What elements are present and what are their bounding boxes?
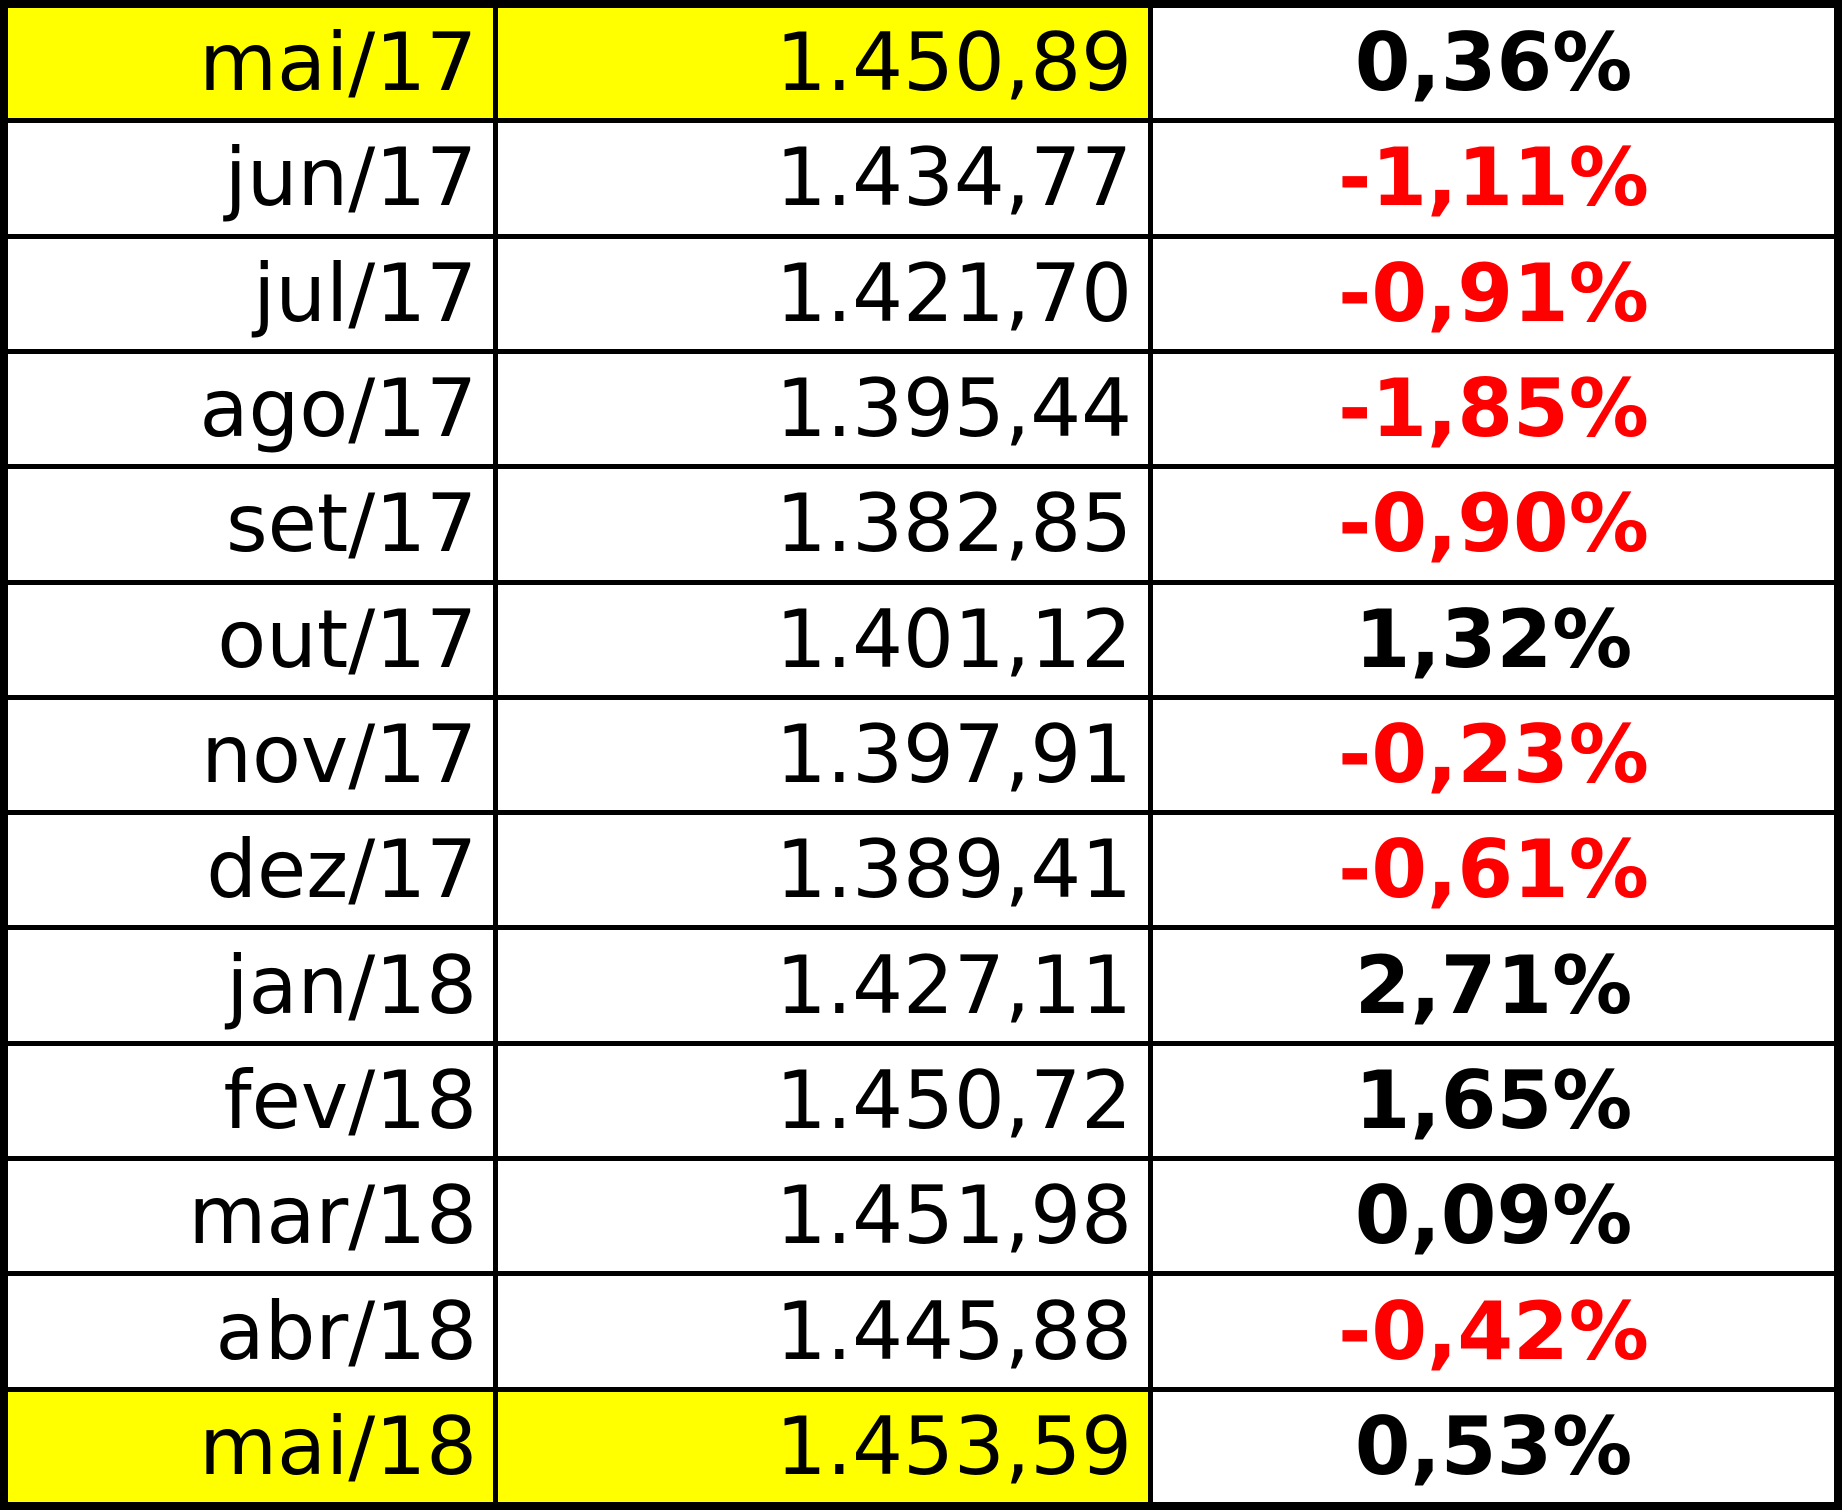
month-cell: nov/17 — [8, 699, 493, 811]
change-cell: -0,23% — [1153, 699, 1834, 811]
change-cell: -0,61% — [1153, 815, 1834, 926]
value-cell: 1.434,77 — [498, 123, 1148, 234]
value-cell: 1.382,85 — [498, 469, 1148, 580]
month-cell: dez/17 — [8, 815, 493, 926]
change-cell: -0,91% — [1153, 238, 1834, 349]
value-cell: 1.450,72 — [498, 1045, 1148, 1157]
value-cell: 1.389,41 — [498, 815, 1148, 926]
month-cell: fev/18 — [8, 1045, 493, 1157]
change-cell: -1,11% — [1153, 123, 1834, 234]
value-cell: 1.395,44 — [498, 353, 1148, 465]
change-cell: 1,32% — [1153, 584, 1834, 695]
month-cell: jul/17 — [8, 238, 493, 349]
month-cell: abr/18 — [8, 1276, 493, 1387]
value-cell: 1.427,11 — [498, 930, 1148, 1041]
month-cell: jan/18 — [8, 930, 493, 1041]
change-cell: 2,71% — [1153, 930, 1834, 1041]
change-cell: 0,53% — [1153, 1391, 1834, 1502]
month-cell: mai/18 — [8, 1391, 493, 1502]
value-cell: 1.401,12 — [498, 584, 1148, 695]
change-cell: 0,36% — [1153, 8, 1834, 119]
change-cell: 1,65% — [1153, 1045, 1834, 1157]
value-cell: 1.421,70 — [498, 238, 1148, 349]
month-cell: set/17 — [8, 469, 493, 580]
change-cell: -1,85% — [1153, 353, 1834, 465]
month-cell: ago/17 — [8, 353, 493, 465]
value-cell: 1.451,98 — [498, 1161, 1148, 1272]
month-cell: jun/17 — [8, 123, 493, 234]
value-cell: 1.445,88 — [498, 1276, 1148, 1387]
month-cell: mai/17 — [8, 8, 493, 119]
value-cell: 1.450,89 — [498, 8, 1148, 119]
month-cell: mar/18 — [8, 1161, 493, 1272]
change-cell: 0,09% — [1153, 1161, 1834, 1272]
value-cell: 1.397,91 — [498, 699, 1148, 811]
change-cell: -0,42% — [1153, 1276, 1834, 1387]
month-cell: out/17 — [8, 584, 493, 695]
change-cell: -0,90% — [1153, 469, 1834, 580]
value-cell: 1.453,59 — [498, 1391, 1148, 1502]
